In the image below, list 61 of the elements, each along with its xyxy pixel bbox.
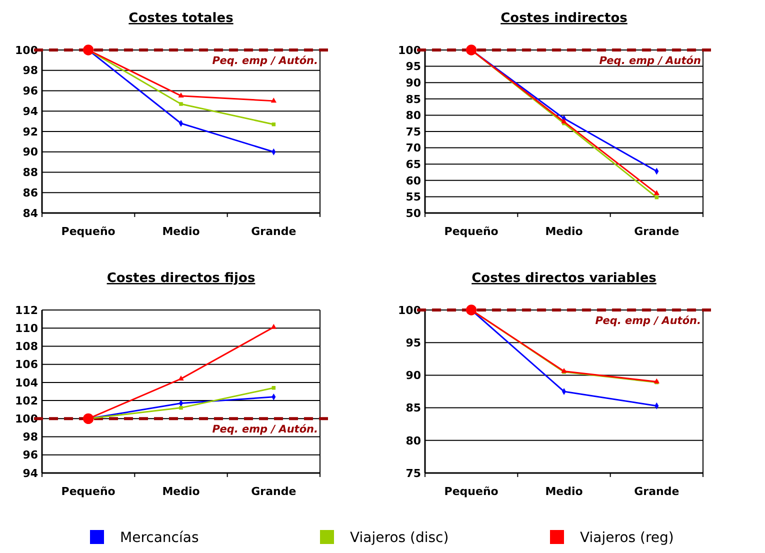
y-tick-label: 98 [22,430,38,444]
chart-title: Costes totales [128,11,234,26]
x-tick-label: Grande [634,485,680,498]
y-tick-label: 112 [15,304,38,317]
y-tick-label: 75 [406,466,421,480]
y-tick-label: 86 [22,186,38,200]
x-tick-label: Pequeño [444,485,499,498]
x-tick-label: Grande [634,225,680,238]
point [82,44,94,56]
point [562,388,566,395]
y-tick-label: 95 [406,60,421,74]
y-tick-label: 102 [15,394,38,408]
y-tick-label: 94 [22,466,38,480]
legend-label: Viajeros (disc) [350,530,449,546]
x-tick-label: Grande [251,225,296,238]
y-tick-label: 108 [15,340,38,354]
point [466,44,477,56]
x-tick-label: Medio [162,485,200,498]
y-tick-label: 90 [406,76,422,90]
y-tick-label: 85 [406,402,421,415]
y-tick-label: 104 [15,376,38,390]
y-tick-label: 110 [15,322,38,335]
x-tick-label: Medio [545,485,584,498]
chart-title: Costes directos fijos [106,271,256,286]
x-tick-label: Medio [545,225,584,238]
chart-title: Costes directos variables [472,271,657,286]
y-tick-label: 80 [406,434,422,448]
y-tick-label: 96 [22,448,38,462]
legend-label: Viajeros (reg) [580,530,674,546]
y-tick-label: 92 [22,125,38,138]
y-tick-label: 94 [22,104,38,118]
ref-line-label: Peq. emp / Autón. [595,315,701,327]
y-tick-label: 50 [406,206,422,220]
y-tick-label: 80 [406,109,422,122]
ref-line-label: Peq. emp / Autón [599,55,701,67]
x-tick-label: Pequeño [444,225,499,238]
point [82,413,94,424]
ref-line-label: Peq. emp / Autón. [212,424,318,436]
y-tick-label: 90 [406,369,422,382]
x-tick-label: Medio [162,225,200,238]
ref-line-label: Peq. emp / Autón. [212,55,318,67]
x-tick-label: Grande [251,485,296,498]
y-tick-label: 95 [406,336,421,350]
y-tick-label: 106 [15,358,38,372]
y-tick-label: 55 [406,190,421,204]
y-tick-label: 98 [22,64,38,78]
point [466,304,477,316]
y-tick-label: 75 [406,125,421,138]
y-tick-label: 85 [406,92,421,106]
y-tick-label: 65 [406,158,421,171]
x-tick-label: Pequeño [61,225,116,238]
x-tick-label: Pequeño [61,485,116,498]
y-tick-label: 90 [22,146,38,159]
y-tick-label: 96 [22,84,38,98]
y-tick-label: 70 [406,142,422,155]
point [179,102,183,106]
y-tick-label: 84 [22,206,38,220]
y-tick-label: 60 [406,174,422,188]
legend-label: Mercancías [120,530,199,546]
chart-title: Costes indirectos [500,11,628,26]
y-tick-label: 88 [22,166,38,180]
